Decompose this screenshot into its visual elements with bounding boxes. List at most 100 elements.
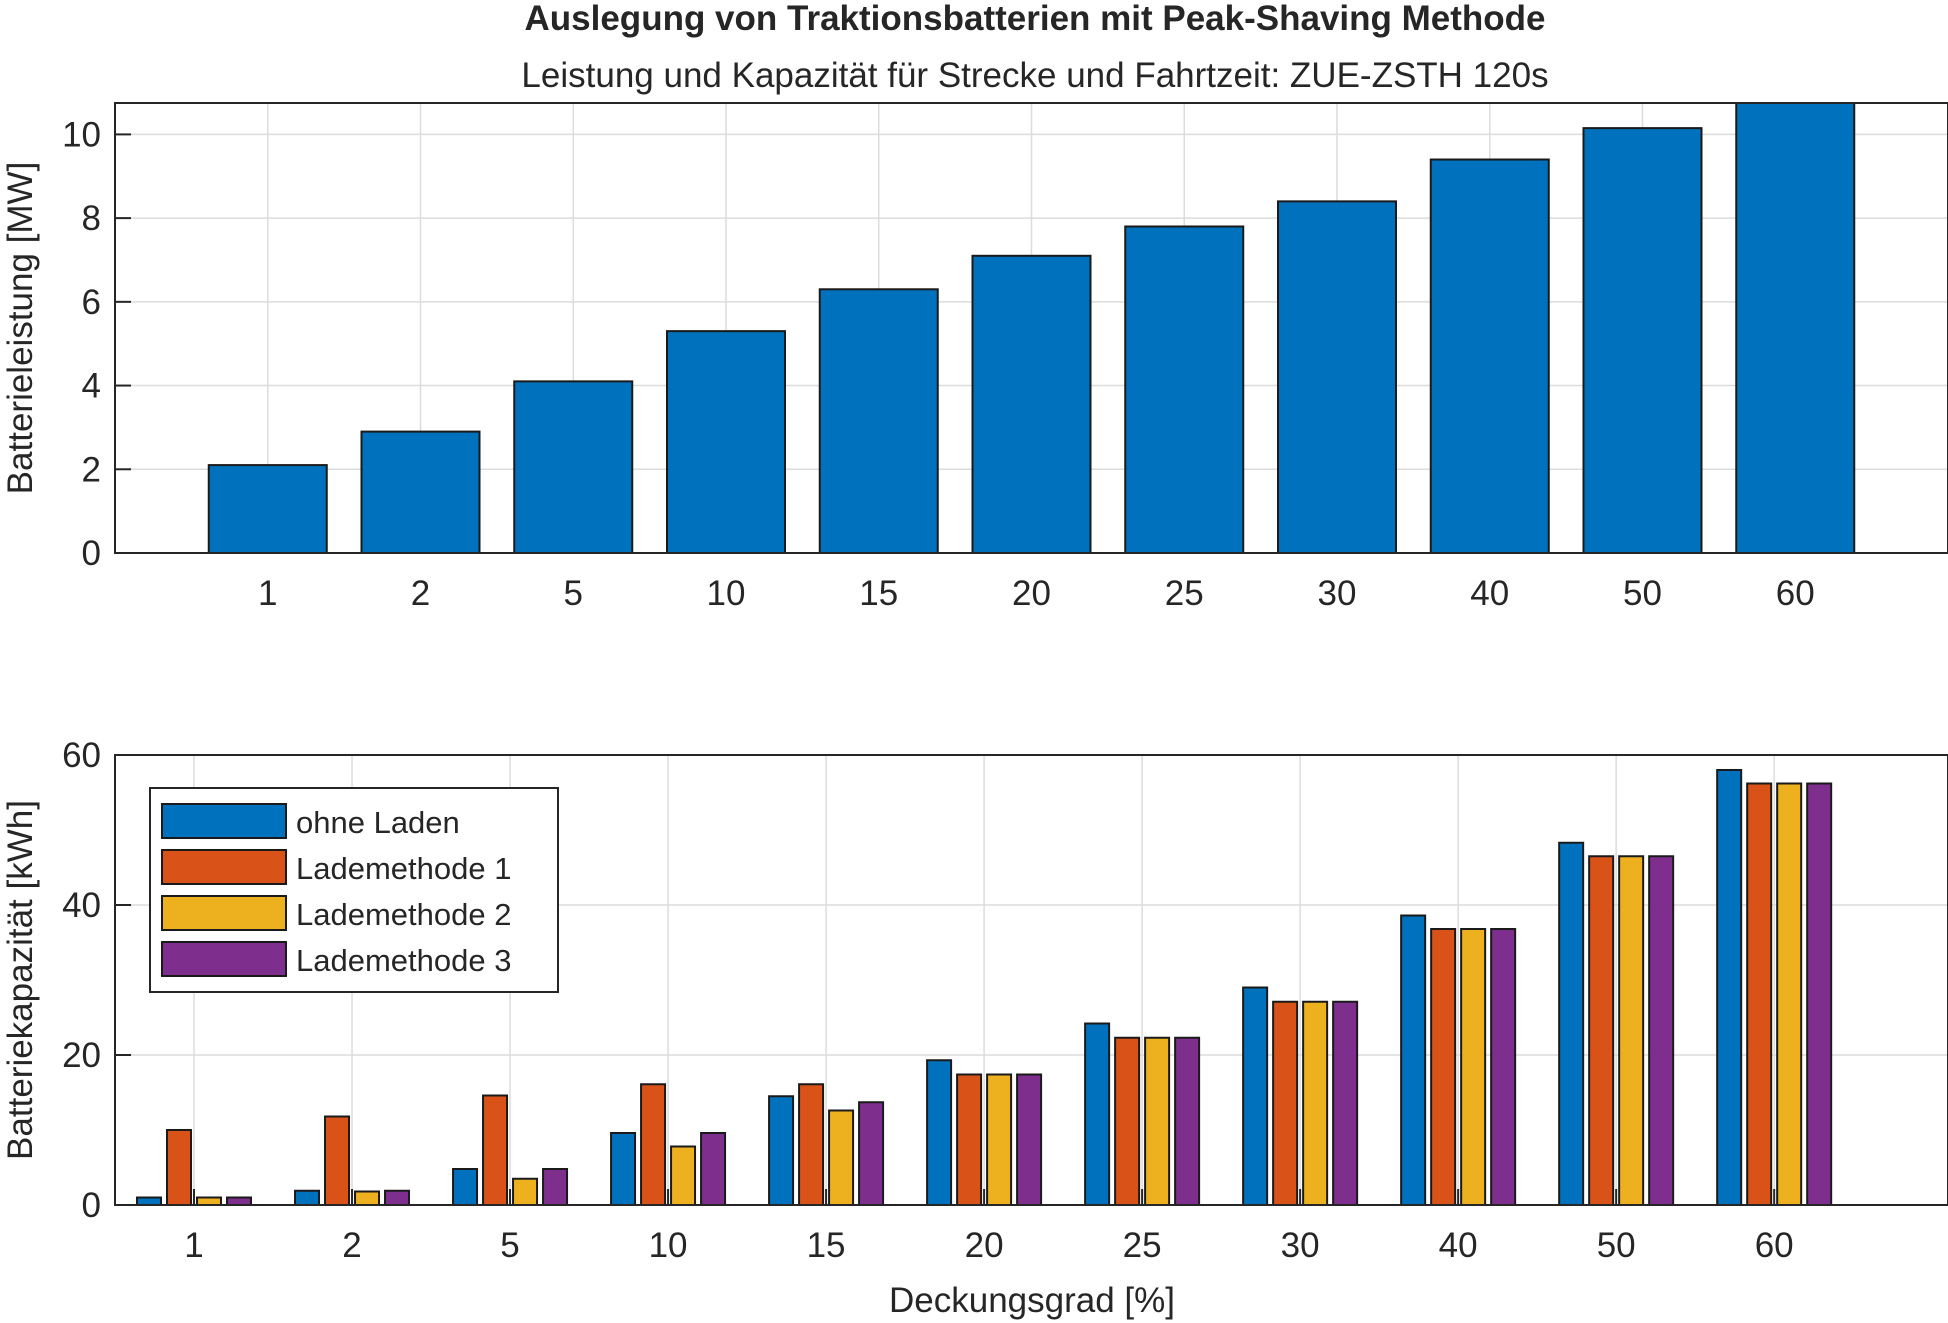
power-x-tick-label: 1 [258,574,277,613]
capacity-bar [482,1094,509,1206]
power-x-tick-label: 20 [1012,574,1051,613]
capacity-bar [136,1196,163,1206]
power-bar [1429,158,1550,554]
power-axes-frame [114,102,1948,554]
power-y-tick-label: 8 [82,199,101,238]
capacity-bar [324,1115,351,1206]
capacity-x-tick-label: 25 [1123,1226,1162,1265]
capacity-x-tick-label: 5 [500,1226,519,1265]
capacity-bar [1272,1000,1299,1206]
capacity-bar [986,1073,1013,1206]
power-x-tick-label: 25 [1165,574,1204,613]
capacity-y-axis-label: Batteriekapazität [kWh] [1,800,40,1160]
power-y-tick-label: 4 [82,367,101,406]
legend-entry: Lademethode 3 [296,943,511,978]
capacity-bar [512,1177,539,1206]
capacity-bar [1332,1000,1359,1206]
power-bars [207,102,1856,555]
capacity-bar [858,1101,885,1206]
capacity-bar [1430,928,1457,1206]
capacity-bar [700,1132,727,1206]
capacity-bar [1746,782,1773,1206]
chart-subtitle: Leistung und Kapazität für Strecke und F… [521,56,1548,95]
capacity-bar [1400,914,1427,1206]
capacity-y-ticks: 0 20 40 60 [62,736,101,1225]
capacity-bar [226,1196,253,1206]
power-x-tick-label: 10 [707,574,746,613]
capacity-x-tick-label: 15 [807,1226,846,1265]
capacity-bar [452,1168,479,1206]
capacity-bar [956,1073,983,1206]
capacity-bar [1114,1036,1141,1206]
capacity-x-axis-label: Deckungsgrad [%] [889,1281,1175,1320]
capacity-bar [1776,782,1803,1206]
capacity-x-tick-label: 10 [649,1226,688,1265]
capacity-bar [828,1109,855,1206]
capacity-bar [1016,1073,1043,1206]
capacity-y-tick-label: 40 [62,886,101,925]
capacity-axes-frame [114,754,1948,1206]
power-x-tick-label: 30 [1318,574,1357,613]
capacity-x-tick-label: 50 [1597,1226,1636,1265]
power-bar [513,380,634,555]
power-bar [207,464,328,554]
capacity-x-tick-label: 20 [965,1226,1004,1265]
capacity-bar [1648,855,1675,1206]
legend-swatch [161,941,287,977]
power-x-tick-label: 15 [859,574,898,613]
capacity-bar [196,1196,223,1206]
capacity-bar [1558,841,1585,1206]
capacity-bar [926,1059,953,1206]
power-x-tick-label: 5 [564,574,583,613]
power-y-tick-label: 10 [62,115,101,154]
legend-entry: ohne Laden [296,805,460,840]
capacity-bar [294,1189,321,1206]
capacity-bar [670,1145,697,1206]
power-x-tick-label: 2 [411,574,430,613]
legend-entry: Lademethode 2 [296,897,511,932]
capacity-bar [1618,855,1645,1206]
chart-title: Auslegung von Traktionsbatterien mit Pea… [525,0,1546,38]
capacity-bar [640,1083,667,1206]
power-y-tick-label: 2 [82,450,101,489]
capacity-bar [1490,928,1517,1206]
capacity-x-tick-label: 40 [1439,1226,1478,1265]
capacity-bar [1460,928,1487,1206]
power-bar [360,430,481,554]
capacity-x-tick-label: 60 [1755,1226,1794,1265]
capacity-x-ticks: 1 2 5 10 15 20 25 30 40 50 60 [184,1226,1793,1265]
capacity-y-tick-label: 20 [62,1036,101,1075]
capacity-bar [1242,986,1269,1206]
power-y-ticks: 0 2 4 6 8 10 [62,115,101,573]
legend-entry: Lademethode 1 [296,851,511,886]
capacity-bar [1588,855,1615,1206]
legend-swatch [161,895,287,931]
capacity-x-tick-label: 1 [184,1226,203,1265]
power-x-tick-label: 40 [1470,574,1509,613]
power-bar [1582,127,1703,554]
power-y-axis-label: Batterieleistung [MW] [1,162,40,495]
power-bar [1124,225,1245,554]
capacity-y-tick-label: 0 [82,1186,101,1225]
capacity-bar [542,1168,569,1206]
capacity-x-tick-label: 2 [342,1226,361,1265]
capacity-bar [1174,1036,1201,1206]
capacity-bar [1302,1000,1329,1206]
legend: ohne Laden Lademethode 1 Lademethode 2 Lade… [149,787,559,993]
power-bar [1277,200,1397,554]
capacity-bar [1716,769,1743,1206]
power-bar [1735,102,1856,554]
capacity-bar [1144,1036,1171,1206]
power-bar [971,254,1092,554]
capacity-bar [354,1190,381,1206]
power-x-ticks: 1 2 5 10 15 20 25 30 40 50 60 [258,574,1815,613]
capacity-bar [1084,1022,1111,1206]
capacity-bar [166,1129,193,1206]
capacity-y-tick-label: 60 [62,736,101,775]
power-bar [818,288,939,554]
power-bar [666,330,786,554]
capacity-bar [384,1189,411,1206]
